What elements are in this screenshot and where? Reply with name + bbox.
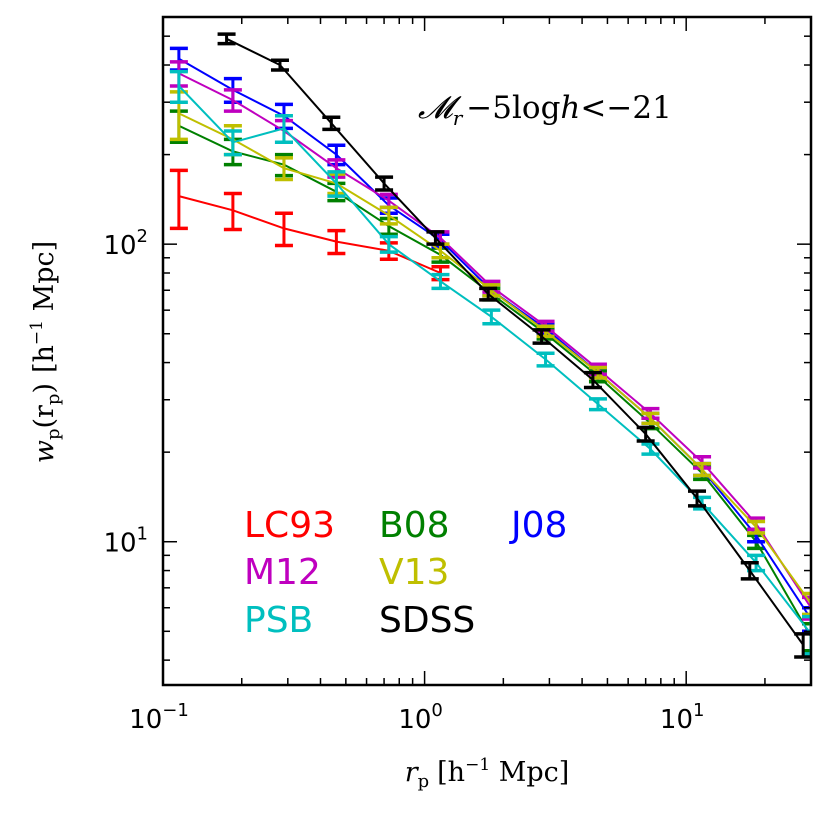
x-tick-labels: 10−1 100 101 [129, 700, 704, 735]
x-tick-label: 101 [660, 700, 705, 735]
errorbar [641, 442, 660, 456]
x-axis-label: rp [h−1 Mpc] [405, 755, 570, 792]
series-sdss [217, 32, 811, 659]
errorbar [379, 234, 398, 254]
annot-rest: −5log [466, 90, 560, 126]
x-tick-base: 10 [398, 705, 431, 735]
series-psb [169, 69, 811, 656]
y-tick-exp: 2 [137, 226, 148, 247]
y-tick-exp: 1 [137, 524, 148, 545]
y-label-unit-exp: −1 [27, 320, 47, 345]
errorbar [375, 175, 394, 192]
errorbar [431, 272, 450, 291]
y-label-args-sub: p [43, 394, 64, 406]
errorbar [482, 308, 501, 326]
x-label-main: r [405, 757, 420, 788]
errorbar [217, 32, 236, 46]
errorbar [479, 286, 498, 302]
x-tick-exp: −1 [162, 700, 189, 721]
y-label-unit-tail: Mpc] [29, 241, 60, 320]
legend-item-j08: J08 [509, 505, 567, 546]
x-tick-base: 10 [129, 705, 162, 735]
legend: LC93 B08 J08 M12 V13 PSB SDSS [244, 505, 567, 641]
x-tick-label: 100 [398, 700, 443, 735]
y-tick-label: 102 [103, 226, 148, 261]
errorbar [274, 114, 293, 145]
errorbar [794, 632, 811, 659]
legend-item-v13: V13 [379, 552, 449, 593]
errorbar [379, 205, 398, 226]
errorbar [223, 129, 242, 157]
x-tick-exp: 0 [431, 700, 442, 721]
annot-h: h [560, 90, 580, 126]
errorbar [588, 397, 607, 412]
magnitude-cut-annotation: 𝓜r −5logh<−21 [418, 90, 672, 130]
plot-frame [161, 15, 813, 687]
errorbar [583, 370, 602, 390]
errorbar [802, 595, 811, 621]
errorbar [270, 58, 289, 72]
errorbar [802, 614, 811, 656]
errorbar [223, 88, 242, 113]
y-label-sub: p [43, 429, 64, 441]
errorbar [169, 168, 188, 231]
x-label-unit: [h [437, 757, 465, 788]
annot-cmp: <−21 [580, 90, 671, 126]
series-layer [169, 32, 811, 659]
errorbar [802, 591, 811, 617]
y-label-unit: [h [29, 345, 60, 373]
y-label-main: w [29, 440, 60, 463]
errorbar [740, 560, 759, 581]
annot-sub: r [453, 106, 464, 130]
errorbar [274, 156, 293, 182]
legend-item-psb: PSB [244, 600, 313, 641]
errorbar [688, 489, 707, 508]
legend-item-sdss: SDSS [379, 600, 475, 641]
errorbar [747, 519, 766, 535]
x-label-unit-tail: Mpc] [490, 757, 569, 788]
errorbar [532, 328, 551, 345]
series-lc93 [169, 168, 450, 282]
legend-item-b08: B08 [379, 505, 450, 546]
legend-item-m12: M12 [244, 552, 321, 593]
x-tick-base: 10 [660, 705, 693, 735]
y-tick-label: 101 [103, 524, 148, 559]
x-label-sub: p [418, 771, 430, 792]
legend-item-lc93: LC93 [244, 505, 335, 546]
errorbar [536, 351, 555, 368]
y-label-args: (r [29, 405, 60, 429]
errorbar [693, 461, 712, 478]
errorbar [641, 411, 660, 426]
x-tick-label: 10−1 [129, 700, 189, 735]
series-line [178, 195, 441, 274]
y-tick-base: 10 [103, 231, 136, 261]
y-axis-label: wp(rp)[h−1 Mpc] [27, 241, 64, 463]
errorbar [636, 425, 655, 443]
errorbar [274, 211, 293, 248]
tick-layer [162, 17, 812, 685]
errorbar [802, 622, 811, 653]
x-label-unit-exp: −1 [465, 755, 490, 775]
y-tick-base: 10 [103, 529, 136, 559]
series-line [226, 37, 805, 646]
errorbar [426, 230, 445, 246]
errorbar [327, 228, 346, 256]
errorbar [327, 170, 346, 198]
errorbar [223, 191, 242, 232]
errorbar [322, 115, 341, 132]
errorbar [169, 69, 188, 104]
y-label-args-tail: ) [29, 383, 60, 394]
x-tick-exp: 1 [693, 700, 704, 721]
